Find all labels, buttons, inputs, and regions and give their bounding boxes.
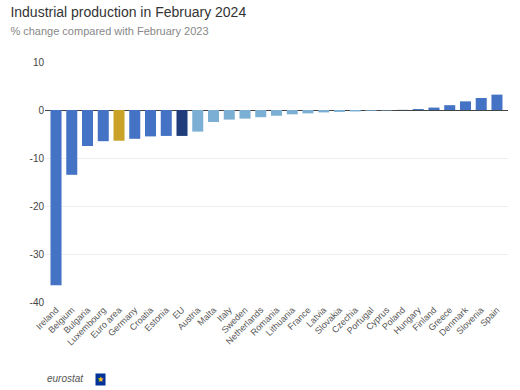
svg-text:Croatia: Croatia: [128, 305, 156, 333]
svg-text:Slovakia: Slovakia: [313, 305, 344, 336]
svg-text:Malta: Malta: [195, 305, 218, 328]
svg-text:-40: -40: [30, 297, 45, 308]
svg-text:Euro area: Euro area: [89, 305, 124, 340]
svg-text:Cyprus: Cyprus: [364, 305, 392, 333]
svg-text:Portugal: Portugal: [345, 305, 376, 336]
svg-text:eurostat: eurostat: [47, 373, 84, 384]
svg-text:Bulgaria: Bulgaria: [62, 305, 92, 335]
svg-text:0: 0: [38, 105, 44, 116]
svg-text:Belgium: Belgium: [46, 305, 76, 335]
svg-text:Greece: Greece: [426, 305, 454, 333]
svg-text:Industrial production in Febru: Industrial production in February 2024% …: [10, 4, 246, 37]
svg-text:10: 10: [33, 57, 45, 68]
svg-text:Netherlands: Netherlands: [224, 305, 266, 347]
svg-text:Estonia: Estonia: [143, 305, 171, 333]
svg-text:Austria: Austria: [175, 305, 202, 332]
svg-text:Poland: Poland: [380, 305, 407, 332]
svg-text:Ireland: Ireland: [34, 305, 61, 332]
svg-text:Germany: Germany: [106, 305, 140, 339]
svg-text:Slovenia: Slovenia: [454, 305, 485, 336]
svg-text:★: ★: [97, 375, 104, 384]
svg-text:Luxembourg: Luxembourg: [65, 305, 107, 347]
svg-text:Czechia: Czechia: [330, 305, 360, 335]
svg-text:Finland: Finland: [411, 305, 439, 333]
svg-text:-30: -30: [30, 249, 45, 260]
svg-text:Lithuania: Lithuania: [264, 305, 297, 338]
svg-text:France: France: [286, 305, 313, 332]
svg-text:Romania: Romania: [249, 305, 282, 338]
svg-text:Latvia: Latvia: [304, 305, 328, 329]
svg-text:Italy: Italy: [215, 305, 234, 324]
svg-text:-10: -10: [30, 153, 45, 164]
svg-text:Denmark: Denmark: [437, 305, 470, 338]
svg-text:Sweden: Sweden: [220, 305, 250, 335]
svg-text:EU: EU: [171, 305, 187, 321]
svg-text:Spain: Spain: [478, 305, 501, 328]
svg-text:Hungary: Hungary: [392, 305, 423, 336]
svg-text:-20: -20: [30, 201, 45, 212]
